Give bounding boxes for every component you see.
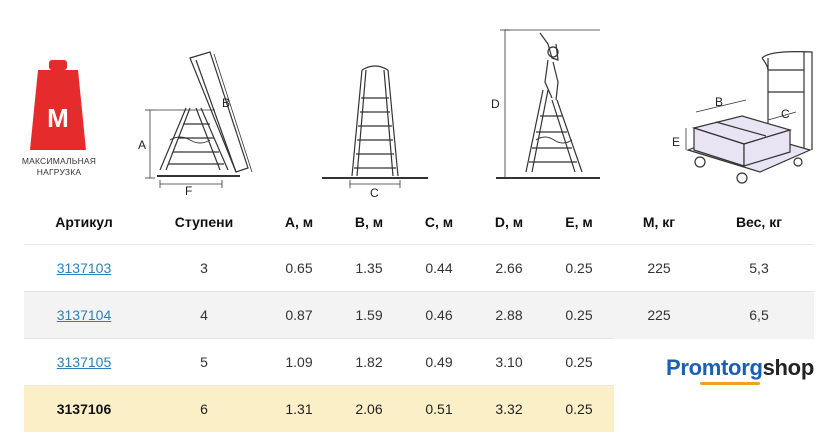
ladder-person-diagram bbox=[496, 29, 600, 179]
steps-cell: 3 bbox=[144, 244, 264, 292]
m-cell: 225 bbox=[614, 244, 704, 292]
dim-label-f: F bbox=[185, 184, 192, 198]
cart-dim-label-c: C bbox=[781, 107, 790, 121]
header-c: C, м bbox=[424, 214, 454, 230]
header-b: B, м bbox=[354, 214, 384, 230]
m-cell bbox=[614, 385, 704, 432]
specs-table-wrap: Артикул Ступени A, м B, м C, м D, м E, м… bbox=[24, 200, 814, 432]
weight-cell: 5,3 bbox=[704, 244, 814, 292]
dim-label-a: A bbox=[138, 138, 146, 152]
table-row-highlighted: 3137106 6 1.31 2.06 0.51 3.32 0.25 bbox=[24, 385, 814, 432]
cart-dim-label-b: B bbox=[715, 95, 723, 109]
steps-cell: 6 bbox=[144, 385, 264, 432]
m-cell: 225 bbox=[614, 291, 704, 339]
cart-dim-label-e: E bbox=[672, 135, 680, 149]
e-cell: 0.25 bbox=[544, 385, 614, 432]
ladder-diagrams: M A B F bbox=[30, 29, 813, 200]
table-header-row: Артикул Ступени A, м B, м C, м D, м E, м… bbox=[24, 200, 814, 245]
weight-cell bbox=[704, 338, 814, 386]
m-cell bbox=[614, 338, 704, 386]
a-cell: 1.09 bbox=[264, 338, 334, 386]
a-cell: 0.65 bbox=[264, 244, 334, 292]
article-link[interactable]: 3137103 bbox=[56, 260, 112, 276]
brand-underline bbox=[700, 382, 760, 385]
header-steps: Ступени bbox=[174, 214, 234, 230]
dim-label-d: D bbox=[491, 97, 500, 111]
d-cell: 2.66 bbox=[474, 244, 544, 292]
article-cell[interactable]: 3137103 bbox=[24, 244, 144, 292]
article-cell: 3137106 bbox=[24, 385, 144, 432]
d-cell: 2.88 bbox=[474, 291, 544, 339]
table-row: 3137103 3 0.65 1.35 0.44 2.66 0.25 225 5… bbox=[24, 244, 814, 292]
weight-letter: M bbox=[47, 103, 69, 133]
c-cell: 0.49 bbox=[404, 338, 474, 386]
header-a: A, м bbox=[284, 214, 314, 230]
weight-caption: МАКСИМАЛЬНАЯ НАГРУЗКА bbox=[21, 156, 97, 177]
cart-diagram bbox=[685, 51, 813, 184]
header-e: E, м bbox=[565, 214, 593, 230]
article-cell[interactable]: 3137105 bbox=[24, 338, 144, 386]
steps-cell: 5 bbox=[144, 338, 264, 386]
steps-cell: 4 bbox=[144, 291, 264, 339]
header-m: M, кг bbox=[642, 214, 676, 230]
e-cell: 0.25 bbox=[544, 291, 614, 339]
specs-table: Артикул Ступени A, м B, м C, м D, м E, м… bbox=[24, 200, 814, 432]
c-cell: 0.44 bbox=[404, 244, 474, 292]
b-cell: 1.82 bbox=[334, 338, 404, 386]
ladder-front-diagram bbox=[322, 65, 428, 188]
brand-part2: shop bbox=[762, 355, 815, 380]
c-cell: 0.46 bbox=[404, 291, 474, 339]
a-cell: 1.31 bbox=[264, 385, 334, 432]
article-link[interactable]: 3137104 bbox=[56, 307, 112, 323]
header-article: Артикул bbox=[55, 214, 113, 230]
brand-logo: Promtorgshop bbox=[666, 355, 814, 381]
weight-icon: M bbox=[30, 60, 86, 150]
e-cell: 0.25 bbox=[544, 338, 614, 386]
table-row: 3137105 5 1.09 1.82 0.49 3.10 0.25 bbox=[24, 338, 814, 386]
table-row: 3137104 4 0.87 1.59 0.46 2.88 0.25 225 6… bbox=[24, 291, 814, 339]
c-cell: 0.51 bbox=[404, 385, 474, 432]
ladder-side-diagram bbox=[145, 51, 253, 188]
e-cell: 0.25 bbox=[544, 244, 614, 292]
d-cell: 3.32 bbox=[474, 385, 544, 432]
b-cell: 1.59 bbox=[334, 291, 404, 339]
article-link[interactable]: 3137105 bbox=[56, 354, 112, 370]
article-cell[interactable]: 3137104 bbox=[24, 291, 144, 339]
d-cell: 3.10 bbox=[474, 338, 544, 386]
b-cell: 2.06 bbox=[334, 385, 404, 432]
diagram-strip: M A B F bbox=[0, 0, 840, 200]
b-cell: 1.35 bbox=[334, 244, 404, 292]
dim-label-c: C bbox=[370, 186, 379, 200]
weight-cell: 6,5 bbox=[704, 291, 814, 339]
header-d: D, м bbox=[494, 214, 524, 230]
a-cell: 0.87 bbox=[264, 291, 334, 339]
header-weight: Вес, кг bbox=[735, 214, 783, 230]
dim-label-b: B bbox=[222, 96, 230, 110]
brand-part1: Promtorg bbox=[666, 355, 763, 380]
weight-cell bbox=[704, 385, 814, 432]
